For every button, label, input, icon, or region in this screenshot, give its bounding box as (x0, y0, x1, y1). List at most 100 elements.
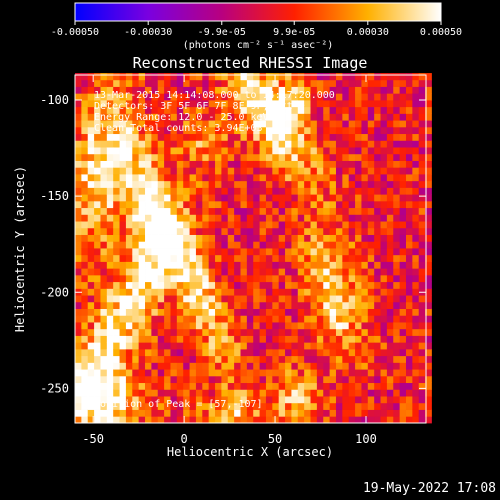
heatmap-cell (393, 348, 401, 357)
heatmap-cell (418, 315, 426, 323)
heatmap-cell (361, 375, 369, 384)
heatmap-cell (234, 295, 241, 303)
heatmap-cell (418, 160, 426, 168)
heatmap-cell (323, 180, 331, 188)
heatmap-cell (412, 234, 420, 242)
heatmap-cell (399, 389, 407, 397)
heatmap-cell (145, 140, 152, 148)
heatmap-cell (253, 348, 260, 357)
heatmap-cell (87, 295, 95, 303)
heatmap-cell (342, 315, 350, 323)
heatmap-cell (348, 248, 356, 256)
heatmap-cell (138, 180, 146, 188)
heatmap-cell (113, 207, 120, 215)
heatmap-cell (405, 153, 413, 161)
heatmap-cell (106, 409, 114, 417)
heatmap-cell (125, 322, 133, 330)
heatmap-cell (304, 126, 311, 135)
heatmap-cell (240, 86, 248, 94)
heatmap-cell (316, 147, 324, 155)
heatmap-cell (234, 93, 241, 101)
heatmap-cell (234, 369, 241, 377)
heatmap-cell (119, 200, 127, 209)
heatmap-cell (386, 99, 394, 108)
heatmap-cell (151, 402, 159, 410)
heatmap-cell (348, 268, 356, 276)
heatmap-cell (348, 187, 356, 195)
heatmap-cell (367, 342, 375, 350)
heatmap-cell (100, 180, 108, 188)
heatmap-cell (297, 362, 305, 370)
heatmap-cell (113, 348, 120, 357)
heatmap-cell (132, 174, 140, 182)
heatmap-cell (310, 241, 318, 249)
heatmap-cell (399, 79, 407, 87)
heatmap-cell (355, 174, 362, 182)
heatmap-cell (412, 86, 420, 94)
heatmap-cell (221, 180, 229, 188)
heatmap-cell (240, 348, 248, 357)
heatmap-cell (310, 99, 318, 108)
heatmap-cell (138, 200, 146, 209)
heatmap-cell (138, 167, 146, 175)
heatmap-cell (227, 328, 235, 336)
heatmap-cell (100, 174, 108, 182)
heatmap-cell (240, 295, 248, 303)
heatmap-cell (215, 301, 222, 309)
heatmap-cell (310, 153, 318, 161)
heatmap-cell (240, 126, 248, 135)
heatmap-cell (272, 416, 280, 424)
heatmap-cell (361, 234, 369, 242)
heatmap-cell (246, 200, 254, 209)
heatmap-cell (183, 335, 190, 343)
heatmap-cell (405, 241, 413, 249)
heatmap-cell (208, 167, 216, 175)
heatmap-cell (164, 308, 171, 316)
heatmap-cell (176, 328, 184, 336)
colorbar-ticks: -0.00050 -0.00030 -9.9e-05 9.9e-05 0.00030 0.… (51, 21, 462, 38)
heatmap-cell (418, 79, 426, 87)
heatmap-cell (215, 133, 222, 141)
heatmap-cell (291, 167, 299, 175)
heatmap-cell (138, 241, 146, 249)
heatmap-cell (234, 268, 241, 276)
heatmap-cell (202, 308, 210, 316)
heatmap-cell (272, 174, 280, 182)
heatmap-cell (170, 120, 178, 128)
heatmap-cell (189, 261, 197, 269)
heatmap-cell (355, 295, 362, 303)
heatmap-cell (87, 268, 95, 276)
heatmap-cell (342, 274, 350, 283)
heatmap-cell (202, 322, 210, 330)
heatmap-cell (221, 369, 229, 377)
heatmap-cell (386, 200, 394, 209)
heatmap-cell (138, 322, 146, 330)
heatmap-cell (125, 348, 133, 357)
heatmap-cell (272, 180, 280, 188)
heatmap-cell (265, 301, 273, 309)
heatmap-cell (94, 389, 101, 397)
heatmap-cell (342, 140, 350, 148)
heatmap-cell (323, 248, 331, 256)
heatmap-cell (425, 295, 432, 303)
heatmap-cell (208, 268, 216, 276)
heatmap-cell (405, 234, 413, 242)
heatmap-cell (125, 315, 133, 323)
colorbar-tick-label: 9.9e-05 (273, 27, 315, 38)
heatmap-cell (125, 301, 133, 309)
heatmap-cell (291, 274, 299, 283)
heatmap-cell (227, 221, 235, 229)
heatmap-cell (297, 234, 305, 242)
heatmap-cell (138, 396, 146, 404)
heatmap-cell (329, 99, 337, 108)
heatmap-cell (202, 93, 210, 101)
heatmap-cell (329, 281, 337, 289)
heatmap-cell (157, 147, 165, 155)
heatmap-cell (183, 396, 190, 404)
heatmap-cell (272, 99, 280, 108)
heatmap-cell (355, 194, 362, 202)
heatmap-cell (87, 86, 95, 94)
heatmap-cell (374, 187, 381, 195)
heatmap-cell (138, 113, 146, 121)
heatmap-cell (265, 73, 273, 81)
